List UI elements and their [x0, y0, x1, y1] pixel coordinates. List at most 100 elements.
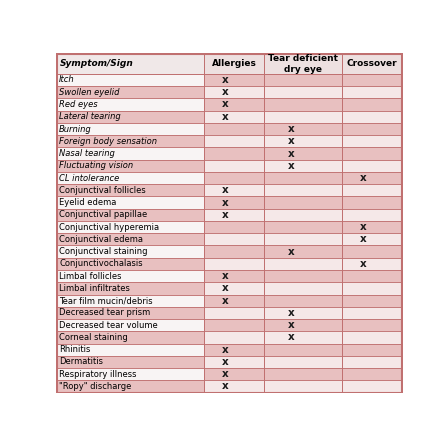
Text: x: x	[288, 320, 295, 330]
Text: Fluctuating vision: Fluctuating vision	[59, 161, 133, 170]
Bar	[342, 184, 402, 196]
Bar	[264, 184, 342, 196]
Text: Eyelid edema: Eyelid edema	[59, 198, 116, 207]
Text: x: x	[360, 234, 366, 244]
Text: x: x	[221, 87, 228, 97]
Text: Limbal infiltrates: Limbal infiltrates	[59, 284, 130, 293]
Bar	[342, 209, 402, 221]
Bar	[204, 319, 264, 332]
Bar	[204, 196, 264, 209]
Bar	[264, 196, 342, 209]
Bar	[342, 258, 402, 270]
Bar	[204, 343, 264, 356]
Text: x: x	[288, 308, 295, 318]
Bar	[264, 343, 342, 356]
Text: Itch: Itch	[59, 76, 75, 84]
Bar	[264, 209, 342, 221]
Bar	[342, 368, 402, 381]
Bar	[204, 147, 264, 160]
Text: x: x	[288, 136, 295, 146]
Bar	[57, 147, 204, 160]
Bar	[204, 209, 264, 221]
Bar	[264, 368, 342, 381]
Text: x: x	[288, 332, 295, 343]
Text: x: x	[221, 345, 228, 354]
Bar	[57, 294, 204, 307]
Text: Conjunctival staining: Conjunctival staining	[59, 247, 147, 256]
Bar	[57, 332, 204, 343]
Bar	[264, 172, 342, 184]
Text: Crossover: Crossover	[347, 59, 397, 69]
Text: Red eyes: Red eyes	[59, 100, 98, 109]
Bar	[204, 381, 264, 392]
Text: Tear film mucin/debris: Tear film mucin/debris	[59, 296, 153, 305]
Bar	[57, 209, 204, 221]
Bar	[204, 245, 264, 258]
Text: Corneal staining: Corneal staining	[59, 333, 128, 342]
Bar	[342, 99, 402, 110]
Bar	[57, 99, 204, 110]
Text: Rhinitis: Rhinitis	[59, 345, 90, 354]
Bar	[204, 99, 264, 110]
Bar	[204, 307, 264, 319]
Text: Burning: Burning	[59, 125, 92, 133]
Text: CL intolerance: CL intolerance	[59, 174, 119, 183]
Bar	[342, 282, 402, 294]
Bar	[342, 54, 402, 74]
Bar	[264, 54, 342, 74]
Bar	[264, 270, 342, 282]
Bar	[57, 245, 204, 258]
Bar	[57, 258, 204, 270]
Bar	[57, 172, 204, 184]
Bar	[264, 356, 342, 368]
Text: "Ropy" discharge: "Ropy" discharge	[59, 382, 131, 391]
Bar	[342, 294, 402, 307]
Bar	[57, 319, 204, 332]
Bar	[264, 282, 342, 294]
Bar	[57, 307, 204, 319]
Text: x: x	[288, 247, 295, 257]
Bar	[57, 368, 204, 381]
Text: x: x	[221, 185, 228, 195]
Bar	[342, 307, 402, 319]
Bar	[204, 172, 264, 184]
Bar	[204, 356, 264, 368]
Text: x: x	[221, 381, 228, 392]
Bar	[57, 160, 204, 172]
Bar	[57, 196, 204, 209]
Text: x: x	[221, 112, 228, 122]
Bar	[204, 368, 264, 381]
Bar	[264, 332, 342, 343]
Bar	[204, 233, 264, 245]
Text: Lateral tearing: Lateral tearing	[59, 112, 121, 121]
Bar	[57, 86, 204, 99]
Bar	[264, 294, 342, 307]
Text: Swollen eyelid: Swollen eyelid	[59, 88, 120, 97]
Bar	[342, 233, 402, 245]
Bar	[264, 319, 342, 332]
Bar	[342, 196, 402, 209]
Bar	[57, 221, 204, 233]
Bar	[204, 160, 264, 172]
Bar	[204, 135, 264, 147]
Bar	[264, 135, 342, 147]
Text: x: x	[288, 149, 295, 159]
Text: x: x	[360, 259, 366, 269]
Bar	[264, 307, 342, 319]
Bar	[342, 356, 402, 368]
Text: Nasal tearing: Nasal tearing	[59, 149, 115, 158]
Bar	[57, 123, 204, 135]
Bar	[264, 381, 342, 392]
Text: Conjunctival papillae: Conjunctival papillae	[59, 210, 147, 219]
Bar	[57, 54, 204, 74]
Bar	[204, 282, 264, 294]
Bar	[342, 110, 402, 123]
Text: Conjunctival hyperemia: Conjunctival hyperemia	[59, 223, 159, 232]
Bar	[57, 343, 204, 356]
Bar	[264, 147, 342, 160]
Bar	[342, 135, 402, 147]
Text: Foreign body sensation: Foreign body sensation	[59, 137, 157, 146]
Text: Limbal follicles: Limbal follicles	[59, 272, 121, 281]
Text: Decreased tear volume: Decreased tear volume	[59, 321, 158, 330]
Text: x: x	[221, 271, 228, 281]
